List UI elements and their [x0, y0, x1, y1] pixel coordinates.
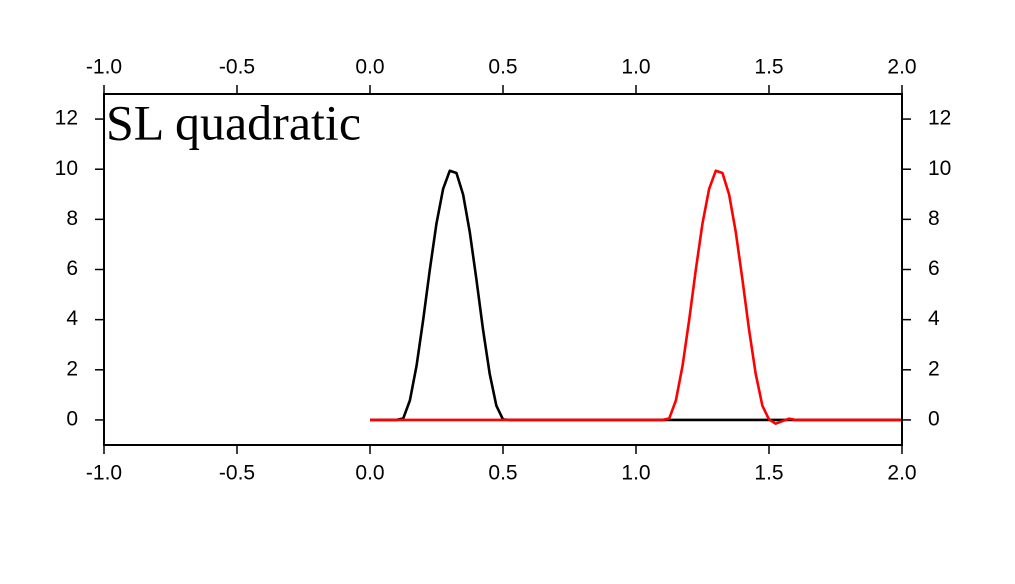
y-tick-label-left: 2	[66, 357, 78, 380]
x-tick-label-top: 2.0	[887, 56, 916, 79]
x-tick-label-bottom: -1.0	[86, 462, 122, 485]
x-tick-label-top: 1.0	[621, 56, 650, 79]
x-tick-label-bottom: 1.5	[754, 462, 783, 485]
x-tick-label-bottom: 0.5	[488, 462, 517, 485]
plot-frame	[103, 93, 903, 446]
y-tick-label-right: 10	[928, 157, 951, 180]
x-tick-label-top: -1.0	[86, 56, 122, 79]
y-tick-label-left: 0	[66, 407, 78, 430]
y-tick-label-right: 4	[928, 307, 940, 330]
y-tick-label-left: 4	[66, 307, 78, 330]
x-tick-label-bottom: 2.0	[887, 462, 916, 485]
x-tick-label-bottom: -0.5	[219, 462, 255, 485]
y-tick-label-right: 8	[928, 207, 940, 230]
x-tick-label-top: 1.5	[754, 56, 783, 79]
y-tick-label-right: 12	[928, 107, 951, 130]
y-tick-label-left: 10	[55, 157, 78, 180]
y-tick-label-right: 2	[928, 357, 940, 380]
y-tick-label-left: 12	[55, 107, 78, 130]
x-tick-label-top: 0.5	[488, 56, 517, 79]
y-tick-label-right: 6	[928, 257, 940, 280]
y-tick-label-left: 6	[66, 257, 78, 280]
x-tick-label-bottom: 0.0	[355, 462, 384, 485]
y-tick-label-right: 0	[928, 407, 940, 430]
chart-title: SL quadratic	[106, 94, 361, 150]
line-series	[370, 169, 902, 425]
y-tick-label-left: 8	[66, 207, 78, 230]
x-tick-label-top: -0.5	[219, 56, 255, 79]
x-tick-label-bottom: 1.0	[621, 462, 650, 485]
x-tick-label-top: 0.0	[355, 56, 384, 79]
